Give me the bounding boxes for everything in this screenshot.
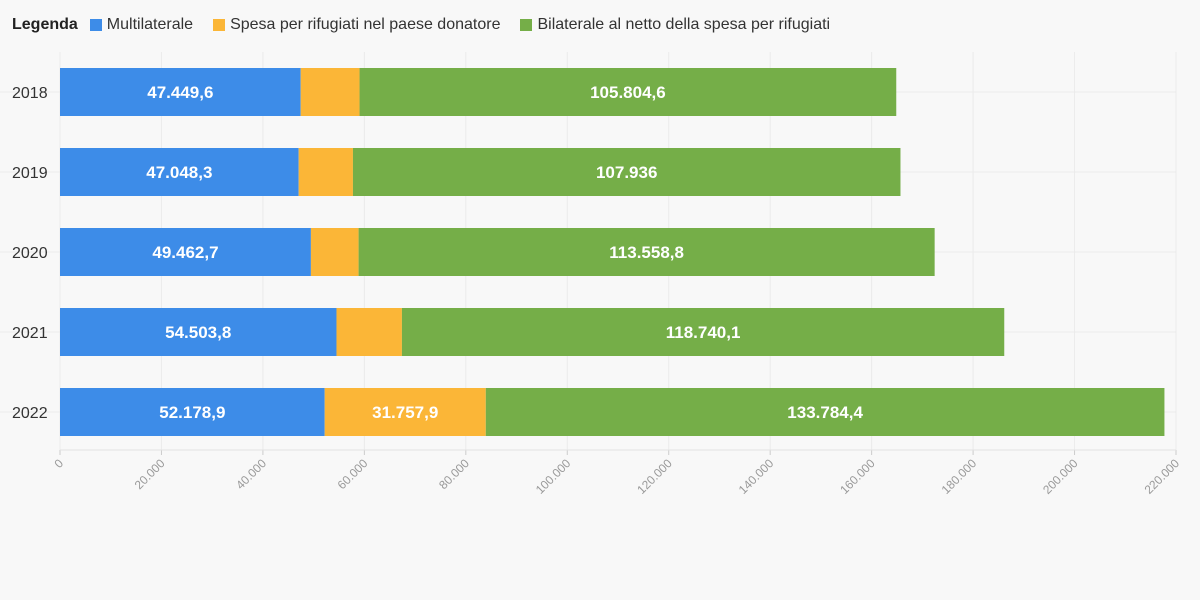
legend-swatch-multilaterale <box>89 19 102 31</box>
bar-segment <box>300 68 360 116</box>
bar-value-label: 105.804,6 <box>590 83 666 102</box>
legend-item-rifugiati: Spesa per rifugiati nel paese donatore <box>213 16 500 34</box>
bar-value-label: 47.449,6 <box>147 83 213 102</box>
legend-label-rifugiati: Spesa per rifugiati nel paese donatore <box>230 16 501 33</box>
bar-segment <box>324 388 486 436</box>
bar-segment <box>336 308 402 356</box>
x-tick-label: 220.000 <box>1142 456 1183 497</box>
bar-value-label: 47.048,3 <box>146 163 212 182</box>
y-category-label: 2020 <box>12 245 48 262</box>
bar-segment <box>298 148 353 196</box>
bar-value-label: 133.784,4 <box>787 403 863 422</box>
legend-title: Legenda <box>12 16 78 33</box>
legend-item-multilaterale: Multilaterale <box>89 16 194 34</box>
legend-label-bilaterale: Bilaterale al netto della spesa per rifu… <box>537 16 831 33</box>
legend-swatch-rifugiati <box>213 19 226 31</box>
legend-label-multilaterale: Multilaterale <box>106 16 194 33</box>
y-category-label: 2019 <box>12 165 48 182</box>
bar-segment <box>485 388 1165 436</box>
x-tick-label: 40.000 <box>233 456 269 492</box>
bar-value-label: 49.462,7 <box>152 243 218 262</box>
x-tick-label: 100.000 <box>533 456 574 497</box>
x-tick-label: 20.000 <box>132 456 168 492</box>
bar-value-label: 118.740,1 <box>666 323 741 342</box>
bar-segment <box>60 148 299 196</box>
x-tick-label: 60.000 <box>335 456 371 492</box>
y-category-label: 2022 <box>12 405 48 422</box>
x-tick-label: 160.000 <box>837 456 878 497</box>
x-tick-label: 140.000 <box>736 456 777 497</box>
x-tick-label: 0 <box>51 456 66 471</box>
bar-segment <box>359 68 897 116</box>
bar-segment <box>60 308 337 356</box>
legend-item-bilaterale: Bilaterale al netto della spesa per rifu… <box>520 16 830 34</box>
bar-value-label: 107.936 <box>596 163 657 182</box>
x-tick-label: 120.000 <box>634 456 675 497</box>
bar-segment <box>358 228 935 276</box>
bar-segment <box>60 68 301 116</box>
bar-value-label: 52.178,9 <box>159 403 225 422</box>
y-category-label: 2021 <box>12 325 48 342</box>
bar-segment <box>60 228 311 276</box>
bar-segment <box>60 388 325 436</box>
legend-swatch-bilaterale <box>520 19 533 31</box>
bar-value-label: 54.503,8 <box>165 323 231 342</box>
chart-legend: Legenda Multilaterale Spesa per rifugiat… <box>12 12 844 38</box>
bar-segment <box>401 308 1005 356</box>
bar-segment <box>310 228 359 276</box>
bar-value-label: 31.757,9 <box>372 403 438 422</box>
y-category-label: 2018 <box>12 85 48 102</box>
x-tick-label: 180.000 <box>939 456 980 497</box>
bar-segment <box>352 148 901 196</box>
x-tick-label: 80.000 <box>436 456 472 492</box>
bar-value-label: 113.558,8 <box>609 243 684 262</box>
x-tick-label: 200.000 <box>1040 456 1081 497</box>
